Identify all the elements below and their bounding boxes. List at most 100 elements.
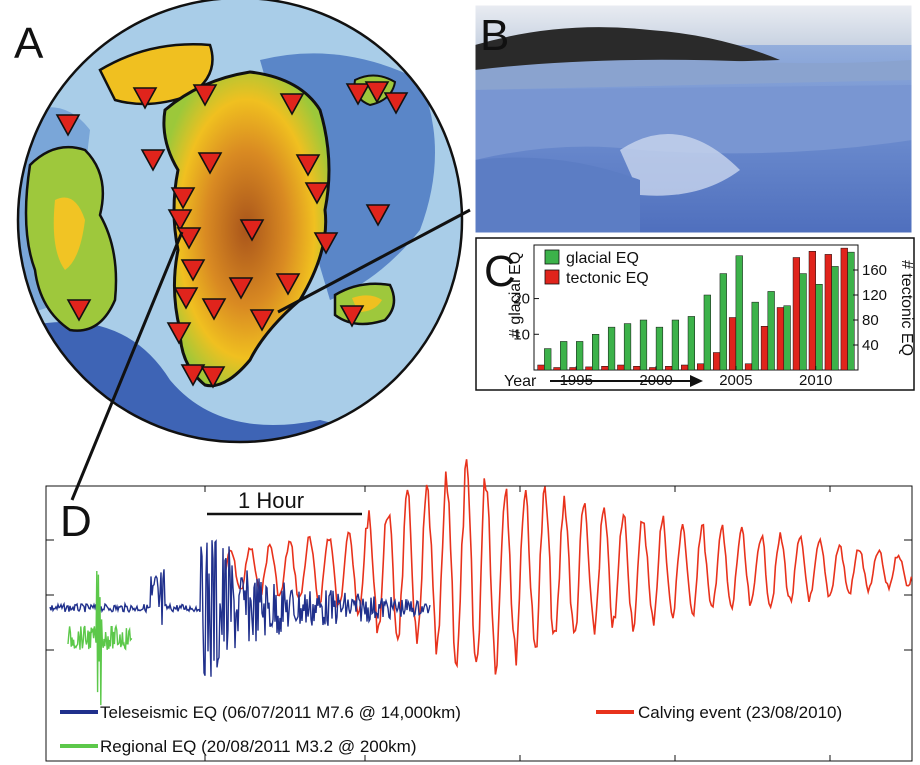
bar-glacial-1997 bbox=[607, 326, 616, 371]
bar-glacial-2004 bbox=[719, 273, 727, 371]
station-marker bbox=[173, 287, 199, 310]
bar-glacial-2009 bbox=[799, 273, 807, 371]
bar-tectonic-2005 bbox=[728, 317, 737, 371]
teleseismic-waveform bbox=[49, 539, 431, 677]
station-marker bbox=[295, 154, 321, 177]
bar-tectonic-2011 bbox=[824, 254, 832, 371]
regional-waveform bbox=[67, 570, 133, 706]
right-tick-label: 40 bbox=[862, 337, 879, 354]
station-marker bbox=[249, 309, 275, 332]
right-tick-label: 120 bbox=[862, 287, 887, 304]
bar-glacial-2011 bbox=[831, 266, 839, 371]
bar-glacial-2000 bbox=[655, 326, 664, 371]
station-marker bbox=[192, 84, 218, 107]
bar-glacial-2001 bbox=[671, 319, 680, 371]
station-marker bbox=[132, 87, 158, 110]
station-marker bbox=[180, 364, 206, 387]
panel-label-d: D bbox=[60, 497, 92, 546]
bar-tectonic-2002 bbox=[681, 364, 689, 371]
station-marker bbox=[55, 114, 81, 137]
panel-label-b: B bbox=[480, 11, 509, 60]
bar-tectonic-1997 bbox=[601, 366, 609, 371]
left-y-ticks: 10 20 bbox=[513, 291, 539, 343]
chart-legend: glacial EQ tectonic EQ bbox=[544, 249, 649, 287]
bar-tectonic-2012 bbox=[840, 247, 848, 371]
legend-label-calving: Calving event (23/08/2010) bbox=[638, 703, 842, 722]
bar-tectonic-2006 bbox=[744, 363, 753, 371]
x-axis-label: Year bbox=[504, 373, 537, 390]
station-marker bbox=[365, 204, 391, 227]
bar-glacial-1995 bbox=[576, 341, 584, 371]
bar-tectonic-2003 bbox=[697, 363, 705, 371]
station-marker bbox=[304, 182, 330, 205]
station-marker bbox=[170, 187, 196, 210]
bar-tectonic-1994 bbox=[553, 367, 561, 371]
station-marker bbox=[197, 152, 223, 175]
x-tick-label: 2010 bbox=[799, 372, 832, 389]
seismogram-frame-ticks bbox=[46, 486, 912, 761]
station-marker bbox=[275, 273, 301, 296]
scale-bar-label: 1 Hour bbox=[238, 488, 304, 513]
x-ticks: 1995 2000 2005 2010 bbox=[560, 366, 832, 389]
connector-map-to-seismogram bbox=[70, 231, 184, 501]
seismic-station-markers bbox=[55, 81, 409, 389]
station-marker bbox=[228, 277, 254, 300]
station-marker bbox=[166, 322, 192, 345]
station-marker bbox=[176, 227, 202, 250]
panel-b-photo bbox=[474, 4, 913, 234]
bar-glacial-1999 bbox=[639, 319, 648, 371]
bars bbox=[537, 247, 855, 371]
panel-label-c: C bbox=[484, 247, 516, 296]
bar-tectonic-1993 bbox=[537, 364, 545, 371]
station-marker bbox=[66, 299, 92, 322]
bar-tectonic-2000 bbox=[649, 367, 657, 371]
bar-glacial-2003 bbox=[703, 294, 711, 371]
panel-a-map bbox=[16, 0, 464, 444]
bar-tectonic-2008 bbox=[776, 307, 785, 371]
station-marker bbox=[364, 81, 390, 104]
bar-glacial-2010 bbox=[815, 284, 823, 371]
left-y-axis-label: # glacial EQ bbox=[507, 252, 524, 338]
bar-tectonic-2010 bbox=[808, 251, 816, 371]
legend-label-tectonic: tectonic EQ bbox=[566, 270, 649, 287]
station-marker bbox=[201, 298, 227, 321]
legend-swatch-tectonic bbox=[544, 269, 560, 285]
bar-tectonic-2004 bbox=[712, 352, 721, 371]
left-tick-label: 10 bbox=[513, 326, 530, 343]
bar-glacial-2002 bbox=[687, 316, 695, 371]
bar-glacial-2006 bbox=[751, 301, 759, 371]
station-marker bbox=[279, 93, 305, 116]
bar-tectonic-2009 bbox=[792, 257, 800, 371]
plot-area bbox=[533, 244, 859, 371]
connector-map-to-photo bbox=[277, 208, 471, 314]
bar-tectonic-1998 bbox=[617, 364, 625, 371]
bar-glacial-2012 bbox=[847, 251, 855, 371]
station-marker bbox=[339, 305, 365, 328]
legend-label-regional: Regional EQ (20/08/2011 M3.2 @ 200km) bbox=[100, 737, 417, 756]
station-marker bbox=[239, 219, 265, 242]
legend-label-glacial: glacial EQ bbox=[566, 250, 639, 267]
bar-tectonic-2001 bbox=[665, 366, 673, 371]
panel-label-a: A bbox=[14, 19, 44, 68]
station-marker bbox=[200, 366, 226, 389]
bar-tectonic-1999 bbox=[633, 366, 641, 371]
bar-glacial-1996 bbox=[592, 334, 600, 371]
right-y-axis-label: # tectonic EQ bbox=[898, 260, 915, 356]
bar-tectonic-1996 bbox=[585, 366, 593, 371]
station-marker bbox=[345, 83, 371, 106]
legend-label-teleseismic: Teleseismic EQ (06/07/2011 M7.6 @ 14,000… bbox=[100, 703, 461, 722]
x-tick-label: 2005 bbox=[719, 372, 752, 389]
bar-glacial-2007 bbox=[767, 291, 775, 371]
station-marker bbox=[313, 232, 339, 255]
right-y-ticks: 40 80 120 160 bbox=[853, 262, 887, 354]
right-tick-label: 80 bbox=[862, 312, 879, 329]
right-tick-label: 160 bbox=[862, 262, 887, 279]
bar-glacial-1993 bbox=[544, 348, 552, 371]
bar-glacial-1998 bbox=[623, 323, 632, 371]
bar-tectonic-1995 bbox=[569, 367, 577, 371]
station-marker bbox=[383, 92, 409, 115]
bar-glacial-2008 bbox=[783, 305, 791, 371]
station-marker bbox=[180, 259, 206, 282]
